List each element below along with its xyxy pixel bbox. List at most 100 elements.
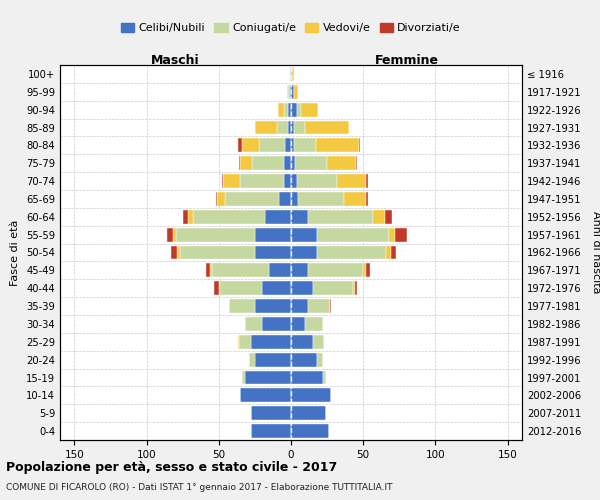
Bar xyxy=(241,156,252,170)
Bar xyxy=(259,138,285,152)
Bar xyxy=(373,210,385,224)
Bar xyxy=(308,210,373,224)
Bar xyxy=(262,317,291,331)
Bar xyxy=(284,174,291,188)
Bar xyxy=(210,264,212,278)
Bar xyxy=(265,210,291,224)
Bar xyxy=(395,228,407,241)
Bar xyxy=(359,138,360,152)
Bar xyxy=(176,228,255,241)
Bar xyxy=(291,120,294,134)
Bar xyxy=(291,299,308,313)
Bar xyxy=(251,335,291,349)
Bar xyxy=(291,67,292,81)
Bar xyxy=(245,317,262,331)
Bar xyxy=(238,335,239,349)
Bar xyxy=(337,174,366,188)
Bar xyxy=(292,67,294,81)
Bar xyxy=(291,424,329,438)
Bar xyxy=(316,138,359,152)
Bar xyxy=(294,138,316,152)
Bar xyxy=(291,102,297,117)
Bar xyxy=(251,424,291,438)
Bar xyxy=(323,370,326,384)
Bar xyxy=(224,192,280,206)
Text: Maschi: Maschi xyxy=(151,54,200,67)
Bar xyxy=(284,102,288,117)
Bar xyxy=(308,299,330,313)
Bar xyxy=(291,246,317,260)
Bar xyxy=(255,228,291,241)
Bar xyxy=(291,352,317,366)
Bar xyxy=(239,156,241,170)
Bar xyxy=(391,246,397,260)
Bar xyxy=(295,156,327,170)
Bar xyxy=(291,174,297,188)
Bar xyxy=(219,281,262,295)
Bar xyxy=(291,406,326,420)
Bar xyxy=(242,138,259,152)
Bar xyxy=(251,406,291,420)
Bar xyxy=(255,246,291,260)
Bar xyxy=(356,156,358,170)
Bar xyxy=(177,246,180,260)
Bar xyxy=(249,352,255,366)
Bar xyxy=(366,174,368,188)
Bar xyxy=(363,264,366,278)
Bar xyxy=(277,120,288,134)
Bar xyxy=(188,210,193,224)
Bar xyxy=(291,317,305,331)
Bar xyxy=(297,174,337,188)
Bar xyxy=(291,85,294,99)
Bar xyxy=(291,335,313,349)
Bar xyxy=(291,388,331,402)
Bar xyxy=(280,192,291,206)
Bar xyxy=(245,370,291,384)
Bar xyxy=(291,210,308,224)
Bar xyxy=(288,102,291,117)
Bar xyxy=(171,246,177,260)
Bar xyxy=(291,138,294,152)
Bar xyxy=(206,264,210,278)
Bar xyxy=(389,228,395,241)
Bar xyxy=(173,228,176,241)
Bar xyxy=(284,156,291,170)
Bar xyxy=(305,317,323,331)
Bar xyxy=(216,192,217,206)
Bar xyxy=(180,246,255,260)
Text: Femmine: Femmine xyxy=(374,54,439,67)
Bar xyxy=(238,138,242,152)
Bar xyxy=(222,174,223,188)
Bar xyxy=(355,281,358,295)
Bar xyxy=(212,264,269,278)
Bar xyxy=(291,281,313,295)
Bar xyxy=(327,156,356,170)
Bar xyxy=(291,264,308,278)
Bar xyxy=(269,264,291,278)
Bar xyxy=(317,228,389,241)
Bar xyxy=(313,335,324,349)
Bar xyxy=(301,102,319,117)
Bar xyxy=(291,370,323,384)
Bar xyxy=(255,299,291,313)
Bar xyxy=(313,281,353,295)
Bar xyxy=(298,192,344,206)
Bar xyxy=(317,246,386,260)
Bar xyxy=(297,102,301,117)
Bar xyxy=(290,85,291,99)
Bar xyxy=(288,120,291,134)
Bar xyxy=(291,228,317,241)
Bar xyxy=(252,156,284,170)
Bar xyxy=(291,156,295,170)
Bar xyxy=(294,120,305,134)
Bar xyxy=(278,102,284,117)
Bar xyxy=(255,352,291,366)
Bar xyxy=(183,210,188,224)
Bar xyxy=(366,192,368,206)
Bar xyxy=(290,67,291,81)
Bar xyxy=(241,388,291,402)
Bar xyxy=(288,85,290,99)
Bar xyxy=(223,174,241,188)
Bar xyxy=(242,370,245,384)
Bar xyxy=(366,264,370,278)
